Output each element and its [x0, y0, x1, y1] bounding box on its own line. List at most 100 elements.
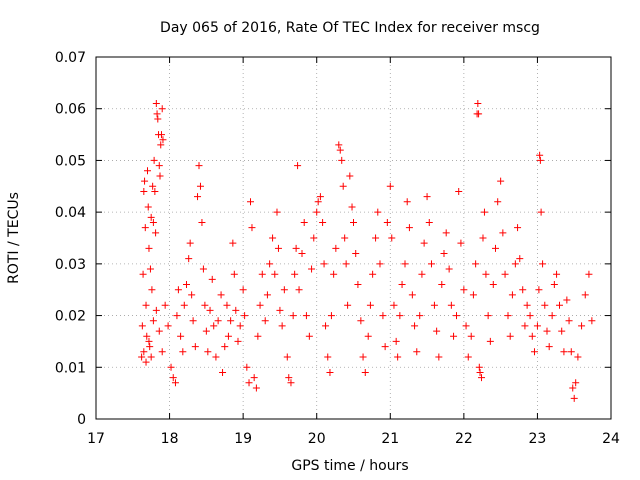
data-point	[398, 281, 406, 289]
data-point	[433, 327, 441, 335]
data-point	[146, 265, 154, 273]
y-tick-label: 0	[77, 412, 86, 428]
data-point	[139, 270, 147, 278]
data-point	[149, 218, 157, 226]
data-point	[180, 301, 188, 309]
data-point	[519, 286, 527, 294]
data-point	[548, 312, 556, 320]
data-point	[291, 270, 299, 278]
data-point	[252, 384, 260, 392]
data-point	[427, 260, 435, 268]
data-point	[541, 301, 549, 309]
x-tick-label: 24	[602, 431, 620, 447]
data-point	[230, 270, 238, 278]
data-point	[138, 322, 146, 330]
data-point	[273, 208, 281, 216]
data-point	[316, 193, 324, 201]
data-point	[224, 332, 232, 340]
data-point	[154, 115, 162, 123]
data-point	[313, 208, 321, 216]
data-point	[335, 141, 343, 149]
data-point	[405, 224, 413, 232]
data-point	[478, 374, 486, 382]
data-point	[243, 363, 251, 371]
data-point	[248, 224, 256, 232]
data-point	[530, 348, 538, 356]
data-point	[221, 343, 229, 351]
data-point	[570, 394, 578, 402]
data-point	[556, 301, 563, 309]
data-point	[295, 286, 303, 294]
data-point	[219, 368, 227, 376]
data-point	[396, 312, 404, 320]
data-point	[578, 322, 586, 330]
data-point	[161, 301, 169, 309]
data-point	[537, 208, 545, 216]
data-point	[302, 312, 310, 320]
data-point	[145, 337, 153, 345]
data-point	[533, 322, 541, 330]
data-point	[361, 368, 369, 376]
data-point	[198, 218, 206, 226]
data-point	[150, 156, 158, 164]
data-point	[326, 368, 334, 376]
data-point	[354, 281, 362, 289]
data-point	[357, 317, 365, 325]
data-point	[147, 353, 155, 361]
data-point	[195, 162, 203, 170]
data-point	[227, 317, 235, 325]
data-point	[475, 110, 483, 118]
data-point	[245, 379, 253, 387]
data-point	[472, 260, 480, 268]
data-point	[169, 374, 177, 382]
data-point	[182, 281, 190, 289]
data-point	[327, 312, 335, 320]
data-point	[535, 286, 543, 294]
data-point	[144, 167, 151, 175]
data-point	[308, 265, 316, 273]
data-point	[148, 286, 156, 294]
data-point	[149, 182, 157, 190]
data-point	[392, 337, 400, 345]
data-point	[447, 301, 455, 309]
data-point	[346, 172, 354, 180]
data-point	[263, 291, 271, 299]
data-point	[497, 177, 505, 185]
data-point	[194, 193, 202, 201]
x-tick-label: 22	[455, 431, 473, 447]
x-tick-label: 18	[161, 431, 179, 447]
data-point	[149, 317, 157, 325]
data-point	[536, 151, 544, 159]
data-point	[572, 379, 580, 387]
data-point	[457, 239, 465, 247]
data-point	[152, 306, 160, 314]
data-point	[324, 353, 332, 361]
data-point	[416, 312, 424, 320]
data-point	[514, 224, 522, 232]
data-point	[208, 275, 216, 283]
data-point	[157, 141, 165, 149]
data-point	[289, 312, 297, 320]
data-point	[435, 353, 443, 361]
data-point	[171, 379, 179, 387]
data-point	[292, 244, 300, 252]
data-point	[567, 348, 575, 356]
data-point	[574, 353, 582, 361]
data-point	[339, 182, 347, 190]
data-point	[214, 317, 222, 325]
data-point	[418, 270, 426, 278]
data-point	[521, 322, 529, 330]
data-point	[234, 337, 242, 345]
data-point	[423, 193, 431, 201]
data-point	[158, 105, 166, 113]
data-point	[550, 281, 558, 289]
data-point	[145, 244, 153, 252]
data-point	[189, 317, 197, 325]
data-point	[403, 198, 411, 206]
data-point	[283, 353, 291, 361]
data-point	[141, 224, 149, 232]
data-point	[563, 296, 571, 304]
data-point	[152, 229, 160, 237]
data-point	[140, 187, 148, 195]
tick-labels: 17 18 19 20 21 22 23 24 0 0.01 0.02 0.03 0.04 0.05 0.0…	[55, 50, 620, 447]
